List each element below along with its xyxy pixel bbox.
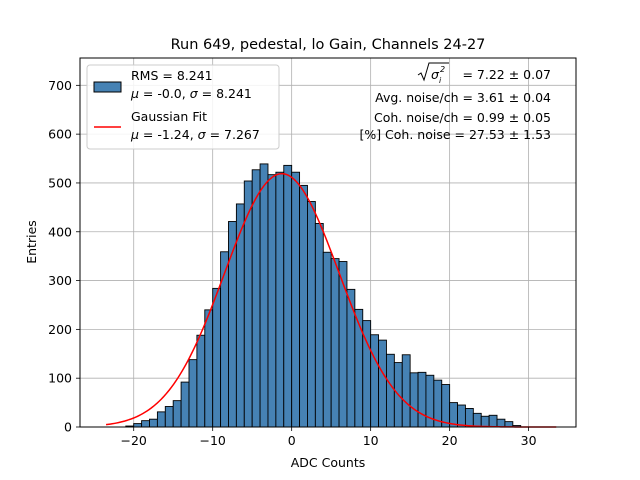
histogram-bar [299, 184, 308, 428]
histogram-bar [188, 359, 198, 428]
legend-box [86, 64, 280, 150]
histogram-bar [322, 251, 332, 428]
histogram-bar [149, 418, 158, 428]
legend-hist-swatch [93, 81, 122, 93]
sigma-subscript: i [439, 76, 442, 85]
histogram-bar [496, 418, 506, 428]
histogram-bar [204, 309, 214, 428]
histogram-bar [243, 180, 253, 428]
histogram-bar [441, 384, 451, 428]
y-axis-label: Entries [24, 220, 39, 264]
sigma-superscript: 2 [440, 65, 445, 74]
y-tick-label: 100 [48, 371, 72, 386]
x-tick-label: −10 [199, 433, 225, 448]
legend: RMS = 8.241 μ = -0.0, σ = 8.241 Gaussian… [86, 64, 280, 150]
sqrt-sign-icon [417, 62, 449, 82]
gaussian-fit-curve [105, 172, 557, 428]
y-tick-label: 700 [48, 78, 72, 93]
x-tick-label: 30 [521, 433, 537, 448]
histogram-bar [314, 223, 324, 428]
y-tick-label: 0 [64, 420, 72, 435]
histogram-bar [275, 171, 285, 428]
histogram-bar [457, 404, 466, 428]
histogram-bar [370, 334, 379, 428]
histogram-bar [267, 174, 277, 428]
histogram-bar [180, 381, 190, 428]
histogram-bar [472, 412, 482, 428]
histogram-bar [417, 371, 427, 428]
histogram-bar [212, 287, 222, 428]
y-tick-label: 300 [48, 273, 72, 288]
histogram-bar [354, 308, 364, 428]
legend-hist-params: μ = -0.0, σ = 8.241 [130, 86, 252, 101]
histogram-bar [330, 258, 340, 428]
histogram-bar [251, 169, 261, 428]
x-tick-label: −20 [121, 433, 147, 448]
y-tick-label: 600 [48, 127, 72, 142]
histogram-bar [259, 163, 269, 428]
histogram-bar [464, 408, 474, 428]
x-tick-label: 10 [363, 433, 379, 448]
histogram-bar [480, 415, 490, 428]
histogram-bar [220, 251, 229, 428]
legend-hist-rms: RMS = 8.241 [131, 68, 213, 83]
axes-frame [79, 57, 577, 428]
histogram-bar [172, 400, 182, 428]
histogram-bar [409, 372, 419, 428]
histogram-bar [338, 261, 348, 428]
x-tick-label: 20 [442, 433, 458, 448]
histogram-bar [307, 201, 316, 428]
annotation-coh-noise: Coh. noise/ch = 0.99 ± 0.05 [374, 110, 551, 125]
histogram-bar [283, 164, 293, 428]
sigma-symbol: σ [431, 67, 440, 82]
histogram-bar [164, 406, 174, 428]
histogram-bar [196, 334, 206, 428]
annotation-avg-noise: Avg. noise/ch = 3.61 ± 0.04 [375, 90, 551, 105]
histogram-bar [141, 420, 150, 428]
y-tick-label: 200 [48, 322, 72, 337]
histogram-bar [291, 171, 301, 428]
histogram-bar [156, 411, 166, 428]
noise-annotations: σ 2 i = 7.22 ± 0.07 Avg. noise/ch = 3.61… [359, 62, 551, 142]
histogram-bar [488, 414, 498, 428]
annotation-sigma-total: = 7.22 ± 0.07 [462, 67, 551, 82]
histogram-bar [133, 423, 143, 428]
histogram-bar [401, 354, 411, 428]
chart-title: Run 649, pedestal, lo Gain, Channels 24-… [171, 37, 486, 53]
histogram-bar [385, 353, 395, 428]
y-tick-label: 500 [48, 175, 72, 190]
x-axis-label: ADC Counts [291, 455, 366, 470]
y-tick-label: 400 [48, 224, 72, 239]
histogram-bars [125, 163, 522, 428]
sigma-total-symbol: σ 2 i [417, 62, 449, 85]
histogram-bar [378, 339, 387, 428]
x-tick-label: 0 [288, 433, 296, 448]
annotation-pct-coh-noise: [%] Coh. noise = 27.53 ± 1.53 [359, 127, 551, 142]
legend-fit-params: μ = -1.24, σ = 7.267 [130, 127, 260, 142]
legend-fit-title: Gaussian Fit [131, 109, 207, 124]
